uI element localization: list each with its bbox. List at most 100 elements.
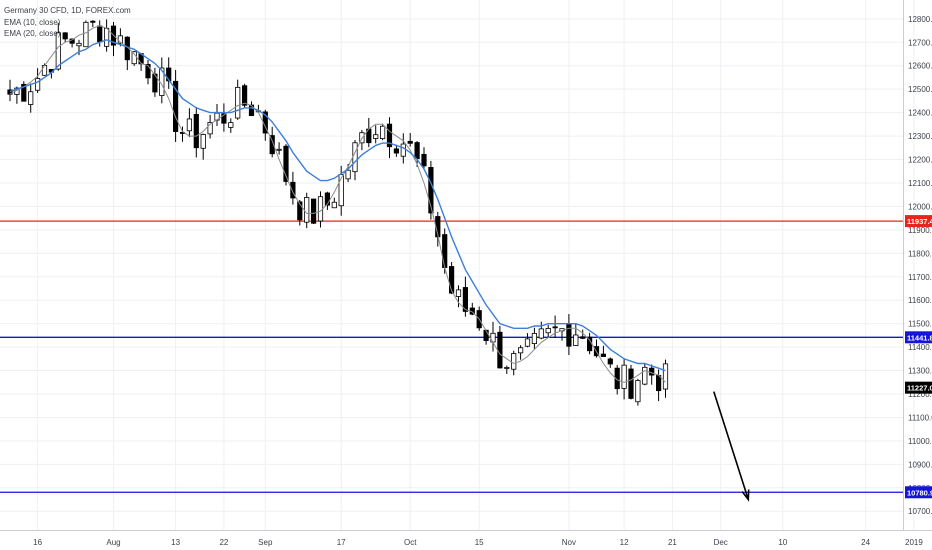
candle-body [283,145,289,182]
candle-body [662,363,669,390]
candle-body [352,142,358,173]
horizontal-levels[interactable] [0,220,903,493]
price-tick-label: 11400.0 [908,343,932,352]
price-tick-label: 11500.0 [908,320,932,329]
candle-body [152,73,158,93]
legend-ema20: EMA (20, close) [4,29,61,38]
candle-body [407,140,413,144]
last-price-tag-bg [905,381,932,394]
candle-body [290,181,296,199]
legend-ema10: EMA (10, close) [4,18,61,27]
candle-body [642,366,648,385]
time-tick-label: 15 [475,538,484,547]
price-tick-label: 12800.0 [908,15,932,24]
candle-body [172,80,179,132]
price-tick-label: 12500.0 [908,85,932,94]
candle-body [442,234,448,268]
candle-body [373,134,379,139]
candle-body [379,125,386,139]
candle-body [428,167,434,214]
candle-body [276,148,282,151]
price-tick-label: 12300.0 [908,132,932,141]
time-axis[interactable]: 16 Aug 13 22 Sep 17 Oct 15 Nov 12 21 Dec 10 24 2019 [33,538,923,547]
level-tag-1-bg [905,331,932,344]
legend-symbol: Germany 30 CFD, 1D, FOREX.com [4,6,131,15]
candle-body [221,113,227,124]
candle-body [462,287,469,312]
time-tick-label: 21 [668,538,677,547]
time-tick-label: Dec [714,538,728,547]
candle-body [455,289,462,297]
price-tick-label: 12400.0 [908,109,932,118]
last-price-tag-label: 11227.0 [907,384,932,393]
time-tick-label: Aug [106,538,120,547]
candle-body [186,118,192,132]
candle-body [414,142,420,160]
grid [0,0,932,531]
candle-body [504,367,510,369]
candle-body [248,104,255,117]
candle-body [621,364,627,389]
time-tick-label: 24 [861,538,870,547]
candle-body [400,143,406,157]
candle-body [386,123,393,148]
candle-body [580,336,586,339]
ema-lines [9,25,666,383]
candle-body [607,358,613,365]
candle-body [55,32,61,70]
time-tick-label: 2019 [905,538,923,547]
candle-body [207,122,213,135]
price-tick-label: 11700.0 [908,273,932,282]
arrow-annotation[interactable] [713,391,750,502]
candle-body [531,333,538,344]
level-tag-2-bg [905,486,932,499]
price-tick-label: 12200.0 [908,156,932,165]
level-tag-0-label: 11937.4 [907,217,932,226]
candle-body [76,42,82,47]
price-tick-label: 11600.0 [908,296,932,305]
candle-body [324,192,331,206]
candle-body [193,113,199,149]
candle-body [83,21,89,48]
candle-body [235,86,241,119]
candle-body [628,368,634,399]
candle-body [310,198,317,224]
time-tick-label: 12 [620,538,629,547]
price-tick-label: 12100.0 [908,179,932,188]
price-tick-label: 11200.0 [908,390,932,399]
time-tick-label: 22 [219,538,228,547]
candle-body [331,201,337,209]
candle-body [538,328,544,339]
level-tag-0-bg [905,215,932,228]
candle-body [7,89,13,95]
time-tick-label: 16 [33,538,42,547]
candle-body [241,85,248,106]
candle-body [104,27,110,47]
ema20-line [9,39,666,372]
candle-body [304,197,310,223]
arrow-shaft[interactable] [713,391,750,500]
candle-body [145,64,151,79]
time-tick-label: Sep [258,538,273,547]
candle-body [297,201,303,221]
candle-body [656,375,662,392]
price-axis[interactable]: 10700.010800.010900.011000.011100.011200… [908,15,932,516]
candle-body [421,153,427,167]
candle-body [524,338,531,347]
candle-body [21,83,27,102]
price-tick-label: 10700.0 [908,507,932,516]
time-tick-label: Oct [404,538,417,547]
price-tick-label: 11000.0 [908,437,932,446]
candle-body [483,329,489,341]
time-tick-label: 10 [778,538,787,547]
candle-body [35,78,41,91]
candle-body [635,380,641,403]
time-tick-label: Nov [562,538,576,547]
price-tick-label: 10900.0 [908,460,932,469]
arrow-head[interactable] [741,489,750,502]
level-tag-2-label: 10780.9 [907,488,932,497]
legend: Germany 30 CFD, 1D, FOREX.com EMA (10, c… [4,6,131,38]
time-tick-label: 17 [337,538,346,547]
candle-body [573,334,579,346]
